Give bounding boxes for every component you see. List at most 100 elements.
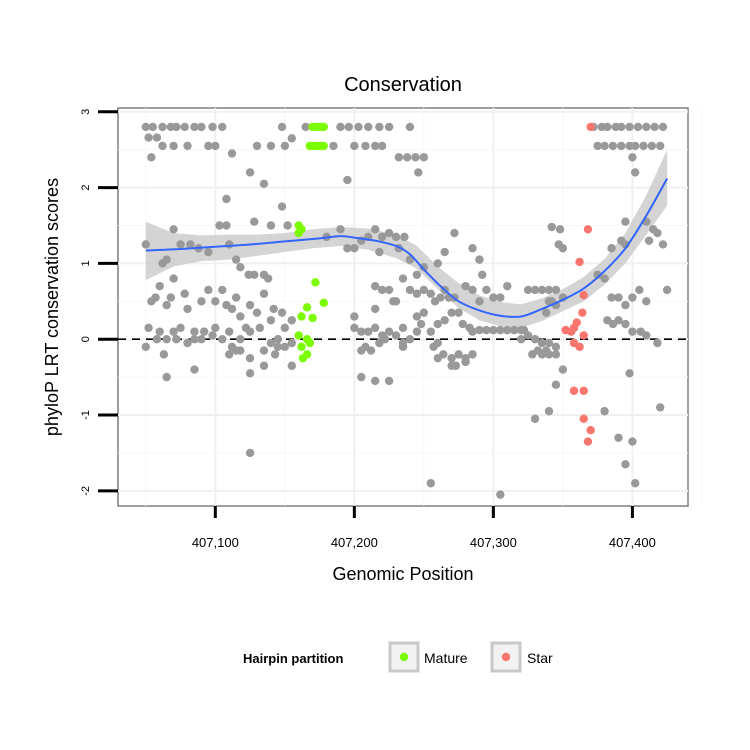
point-star <box>567 327 576 336</box>
point-other <box>458 319 467 329</box>
point-other <box>482 325 491 335</box>
point-other <box>440 316 449 325</box>
point-other <box>273 342 283 351</box>
x-tick-label: 407,300 <box>470 535 517 550</box>
point-other <box>433 319 442 329</box>
point-other <box>162 335 171 344</box>
point-other <box>537 338 547 348</box>
point-other <box>384 122 394 132</box>
point-other <box>211 297 220 306</box>
point-other <box>419 263 429 272</box>
point-other <box>273 335 283 344</box>
y-tick-label: -2 <box>80 486 92 496</box>
point-other <box>447 353 456 363</box>
point-other <box>400 232 409 242</box>
point-other <box>510 325 519 335</box>
point-other <box>642 297 651 306</box>
point-other <box>144 323 153 333</box>
point-other <box>336 122 345 132</box>
point-other <box>186 240 195 249</box>
point-other <box>544 350 554 359</box>
point-other <box>530 285 540 295</box>
point-other <box>503 325 512 335</box>
point-other <box>222 194 231 204</box>
point-other <box>426 479 436 488</box>
point-other <box>277 122 287 132</box>
point-other <box>468 244 477 253</box>
point-mature <box>319 141 328 151</box>
point-other <box>280 323 290 333</box>
point-other <box>391 297 401 306</box>
point-other <box>183 338 192 348</box>
point-other <box>147 153 156 162</box>
point-other <box>600 141 609 151</box>
point-other <box>357 327 366 336</box>
y-tick-label: -1 <box>80 410 92 420</box>
point-star <box>578 308 587 317</box>
point-other <box>245 168 255 177</box>
point-other <box>259 361 269 370</box>
point-other <box>603 122 612 132</box>
point-mature <box>302 303 312 312</box>
point-other <box>551 380 561 389</box>
point-other <box>176 240 185 249</box>
point-other <box>283 221 292 230</box>
point-other <box>436 293 445 302</box>
point-other <box>218 122 227 132</box>
point-other <box>225 350 234 359</box>
point-other <box>287 316 296 325</box>
point-other <box>482 285 491 295</box>
point-mature <box>297 342 306 351</box>
point-other <box>433 259 442 268</box>
point-other <box>537 350 547 359</box>
point-other <box>336 225 345 234</box>
point-other <box>377 232 387 242</box>
point-other <box>287 338 296 348</box>
point-other <box>204 285 213 295</box>
point-other <box>419 308 429 317</box>
point-other <box>541 308 551 317</box>
point-other <box>344 122 353 132</box>
point-other <box>639 141 648 151</box>
point-other <box>148 122 157 132</box>
point-other <box>159 350 169 359</box>
point-other <box>266 221 276 230</box>
point-other <box>141 342 151 351</box>
chart-title: Conservation <box>344 74 462 96</box>
point-other <box>647 141 657 151</box>
point-other <box>183 304 192 314</box>
point-other <box>614 433 623 442</box>
point-other <box>384 376 394 386</box>
point-other <box>172 122 181 132</box>
point-other <box>450 228 459 238</box>
point-other <box>155 327 164 336</box>
point-mature <box>311 278 320 287</box>
point-other <box>250 270 259 279</box>
point-other <box>614 316 623 325</box>
point-other <box>516 335 526 344</box>
point-other <box>370 376 380 386</box>
confidence-band <box>145 149 668 328</box>
point-other <box>245 353 255 363</box>
point-other <box>642 331 651 340</box>
point-other <box>554 240 563 249</box>
point-other <box>215 221 224 230</box>
point-other <box>621 460 630 469</box>
point-mature <box>294 331 303 340</box>
point-other <box>166 293 176 302</box>
point-other <box>547 222 556 232</box>
point-other <box>227 149 237 158</box>
point-other <box>225 240 234 249</box>
y-tick-label: 2 <box>80 185 92 191</box>
point-other <box>454 350 463 359</box>
point-other <box>642 122 651 132</box>
point-other <box>158 141 167 151</box>
point-other <box>412 289 422 298</box>
point-other <box>252 308 262 317</box>
point-other <box>384 285 394 295</box>
point-other <box>614 293 623 302</box>
point-other <box>366 346 376 355</box>
point-other <box>454 308 463 317</box>
point-other <box>650 122 659 132</box>
